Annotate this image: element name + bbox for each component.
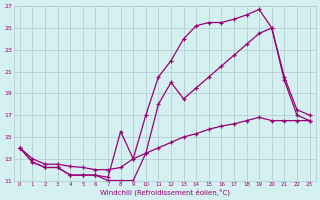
X-axis label: Windchill (Refroidissement éolien,°C): Windchill (Refroidissement éolien,°C) — [100, 188, 230, 196]
